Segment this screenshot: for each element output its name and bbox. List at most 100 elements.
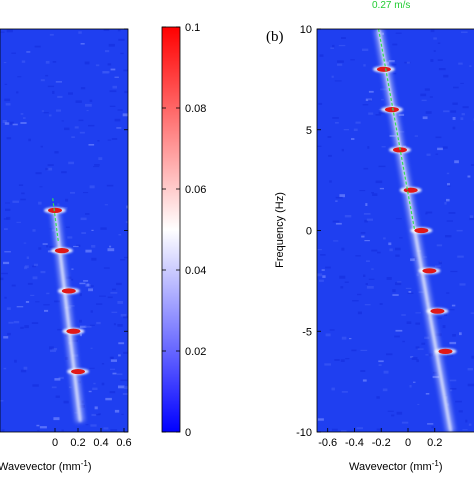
noise-speck — [23, 117, 26, 119]
noise-speck — [364, 168, 369, 170]
noise-speck — [330, 48, 334, 49]
noise-speck — [41, 271, 46, 273]
noise-speck — [376, 396, 379, 399]
noise-speck — [457, 230, 463, 232]
noise-speck — [4, 251, 11, 252]
noise-speck — [392, 289, 395, 292]
noise-speck — [335, 122, 339, 124]
noise-speck — [356, 122, 361, 124]
noise-speck — [90, 325, 95, 326]
noise-speck — [437, 244, 442, 246]
noise-speck — [366, 283, 368, 285]
noise-speck — [415, 312, 421, 313]
noise-speck — [111, 357, 114, 359]
noise-speck — [459, 332, 462, 335]
noise-speck — [71, 136, 75, 138]
noise-speck — [447, 185, 450, 186]
noise-speck — [42, 110, 44, 111]
noise-speck — [342, 337, 347, 340]
noise-speck — [363, 64, 365, 66]
noise-speck — [117, 301, 123, 304]
noise-speck — [335, 80, 342, 81]
noise-speck — [394, 336, 400, 338]
noise-speck — [111, 359, 117, 362]
noise-speck — [449, 342, 456, 344]
noise-speck — [5, 84, 7, 85]
noise-speck — [65, 199, 68, 202]
noise-speck — [332, 429, 338, 431]
noise-speck — [88, 125, 94, 127]
noise-speck — [349, 338, 351, 339]
noise-speck — [320, 54, 324, 56]
noise-speck — [87, 284, 90, 287]
noise-speck — [439, 68, 446, 70]
noise-speck — [19, 184, 23, 186]
colorbar-tick-label: 0 — [185, 427, 191, 439]
noise-speck — [4, 297, 6, 299]
noise-speck — [369, 279, 375, 280]
noise-speck — [52, 91, 54, 94]
noise-speck — [46, 293, 49, 295]
noise-speck — [118, 30, 121, 32]
noise-speck — [118, 386, 125, 389]
noise-speck — [417, 404, 419, 405]
noise-speck — [43, 243, 48, 245]
noise-speck — [320, 254, 326, 256]
noise-speck — [332, 117, 339, 119]
noise-speck — [3, 336, 8, 338]
noise-speck — [402, 422, 408, 424]
noise-speck — [386, 353, 393, 355]
ridge-peak — [62, 288, 76, 293]
noise-speck — [35, 46, 41, 48]
noise-speck — [6, 103, 11, 105]
noise-speck — [450, 380, 457, 382]
noise-speck — [49, 246, 55, 248]
noise-speck — [107, 185, 114, 187]
noise-speck — [342, 149, 344, 151]
noise-speck — [382, 146, 386, 147]
ridge-peak — [430, 309, 444, 314]
noise-speck — [112, 289, 116, 291]
noise-speck — [36, 172, 42, 174]
noise-speck — [68, 162, 74, 165]
noise-speck — [421, 343, 425, 345]
x-tick-label: 0.4 — [93, 437, 108, 449]
ridge-peak — [385, 107, 399, 112]
ridge-peak — [404, 188, 418, 193]
noise-speck — [121, 414, 123, 415]
colorbar-tick-label: 0.1 — [185, 22, 200, 34]
noise-speck — [443, 325, 446, 328]
y-tick-label: -10 — [296, 427, 312, 439]
noise-speck — [118, 39, 124, 41]
noise-speck — [0, 278, 3, 281]
noise-speck — [32, 384, 38, 386]
noise-speck — [341, 359, 345, 362]
noise-speck — [123, 70, 129, 72]
noise-speck — [13, 124, 18, 126]
noise-speck — [452, 334, 456, 337]
noise-speck — [325, 267, 331, 269]
noise-speck — [90, 424, 96, 426]
noise-speck — [341, 430, 347, 432]
noise-speck — [330, 329, 335, 330]
noise-speck — [380, 303, 383, 305]
noise-speck — [339, 276, 345, 279]
noise-speck — [365, 203, 367, 206]
noise-speck — [110, 391, 116, 393]
noise-speck — [89, 391, 92, 392]
noise-speck — [455, 401, 462, 403]
x-tick-label: 0.2 — [427, 437, 442, 449]
noise-speck — [326, 334, 331, 337]
noise-speck — [118, 109, 123, 110]
noise-speck — [379, 166, 386, 167]
noise-speck — [358, 312, 362, 315]
noise-speck — [121, 314, 127, 317]
noise-speck — [371, 268, 374, 269]
noise-speck — [415, 323, 420, 325]
noise-speck — [24, 243, 27, 244]
noise-speck — [43, 304, 49, 305]
noise-speck — [3, 262, 9, 264]
noise-speck — [341, 248, 344, 251]
noise-speck — [376, 114, 382, 116]
